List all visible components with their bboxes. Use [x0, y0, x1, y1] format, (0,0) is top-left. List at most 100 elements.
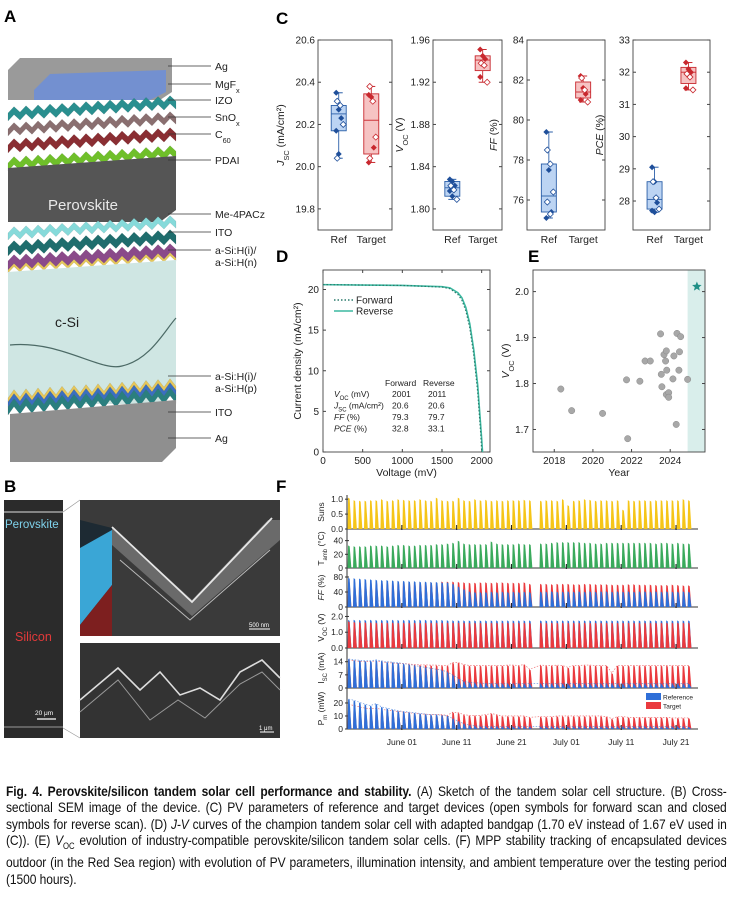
y-tick-label: 1.84 — [411, 162, 431, 173]
label-rest: (%) — [351, 424, 367, 434]
daily-bar — [665, 500, 670, 529]
label-main: T — [316, 560, 326, 565]
daily-bar — [594, 543, 599, 568]
daily-bar-reference — [605, 591, 610, 607]
daily-bar-reference — [539, 683, 544, 688]
daily-bar-reference — [577, 591, 582, 607]
y-axis-label: Suns — [316, 502, 326, 521]
daily-bar-target — [528, 622, 533, 648]
daily-bar-reference — [495, 683, 500, 688]
y-tick-label: 20 — [308, 285, 320, 296]
daily-bar-reference — [490, 591, 494, 607]
daily-bar-reference — [577, 726, 582, 729]
daily-bar — [528, 544, 533, 568]
open-point-forward — [480, 61, 488, 69]
daily-bar-target — [506, 665, 511, 688]
data-point — [636, 377, 644, 385]
daily-bar-target — [566, 667, 571, 688]
daily-bar-reference — [682, 683, 686, 688]
daily-bar-target — [495, 714, 500, 729]
legend-swatch — [646, 702, 661, 709]
daily-bar-reference — [566, 726, 571, 729]
daily-bar-target — [451, 622, 456, 648]
daily-bar-target — [544, 622, 549, 648]
daily-bar-reference — [374, 579, 379, 607]
daily-bar-reference — [364, 660, 368, 688]
table-value: 2001 — [392, 389, 411, 399]
daily-bar-target — [380, 622, 385, 648]
daily-bar — [676, 500, 681, 529]
daily-bar — [550, 500, 555, 529]
daily-bar-target — [523, 622, 527, 648]
panel-d-jv-chart: 0 500 1000 1500 2000 0 5 10 15 20 Voltage (mV) Curr… — [292, 269, 493, 479]
envelope-line — [348, 659, 689, 674]
daily-bar-reference — [610, 591, 615, 607]
daily-bar — [369, 500, 374, 529]
daily-bar-reference — [462, 589, 467, 607]
daily-bar-target — [566, 715, 571, 729]
daily-bar-target — [621, 665, 626, 688]
daily-bar-target — [660, 717, 664, 729]
x-tick-label: 2024 — [659, 456, 682, 467]
y-axis-label: Pm (mW) — [316, 691, 329, 725]
daily-bar-reference — [364, 578, 368, 607]
daily-bar-target — [627, 717, 632, 729]
perovskite-block — [8, 156, 176, 222]
open-point-forward — [450, 186, 458, 194]
panel-c-box-chart-3: 76 78 80 82 84 Ref Target — [513, 36, 606, 246]
mgfx-layer — [34, 70, 166, 100]
daily-bar-reference — [649, 683, 654, 688]
label-subscript: OC — [507, 360, 516, 372]
daily-bar-reference — [484, 592, 489, 607]
daily-bar-reference — [605, 726, 610, 729]
stability-subpanel-5: 0 7 14 — [334, 648, 698, 693]
daily-bar-target — [418, 622, 423, 648]
closed-point-reverse — [654, 199, 661, 206]
daily-bar-target — [501, 622, 505, 648]
daily-bar-reference — [429, 581, 434, 607]
x-tick-label: July 01 — [553, 737, 580, 747]
daily-bar — [583, 542, 588, 568]
daily-bar-reference — [654, 683, 659, 688]
y-tick-label: 20.6 — [296, 36, 316, 47]
daily-bar-target — [468, 622, 473, 648]
y-tick-label: 0 — [338, 563, 343, 573]
daily-bar — [660, 542, 664, 568]
daily-bar-reference — [369, 705, 374, 729]
daily-bar-target — [682, 665, 686, 688]
daily-bar-target — [479, 715, 484, 729]
legend-label: Reverse — [356, 307, 394, 318]
label-rest: (V) — [316, 613, 326, 627]
table-header: Reverse — [423, 378, 455, 388]
daily-bar-target — [369, 622, 374, 648]
daily-bar — [616, 542, 621, 568]
data-point — [623, 376, 630, 384]
daily-bar — [479, 544, 484, 568]
label-main: V — [334, 389, 341, 399]
daily-bar-target — [621, 622, 626, 648]
closed-point-reverse — [682, 85, 689, 92]
closed-point-reverse — [477, 46, 484, 53]
layer-label: SnOx — [215, 112, 240, 128]
y-tick-label: 32 — [619, 68, 631, 79]
daily-bar-target — [572, 622, 577, 648]
daily-bar-reference — [539, 591, 544, 607]
x-category-label: Ref — [331, 234, 347, 246]
open-point-forward — [686, 73, 694, 81]
daily-bar-reference — [517, 726, 522, 729]
daily-bar-reference — [353, 659, 357, 688]
figure-caption: Fig. 4. Perovskite/silicon tandem solar … — [6, 783, 727, 887]
x-category-label: Target — [468, 234, 497, 246]
daily-bar-reference — [671, 591, 675, 607]
daily-bar-reference — [561, 591, 566, 607]
daily-bar-reference — [566, 683, 571, 688]
caption-segment: (A) Sketch of the tandem solar cell stru… — [6, 783, 727, 832]
daily-bar-reference — [676, 726, 681, 729]
daily-bar — [391, 500, 396, 529]
label-rest: (mW) — [316, 691, 326, 714]
daily-bar-reference — [391, 662, 396, 688]
panel-label-c: C — [276, 9, 288, 28]
table-row-label: JSC (mA/cm²) — [333, 401, 384, 414]
daily-bar — [501, 544, 505, 568]
daily-bar — [358, 546, 363, 568]
